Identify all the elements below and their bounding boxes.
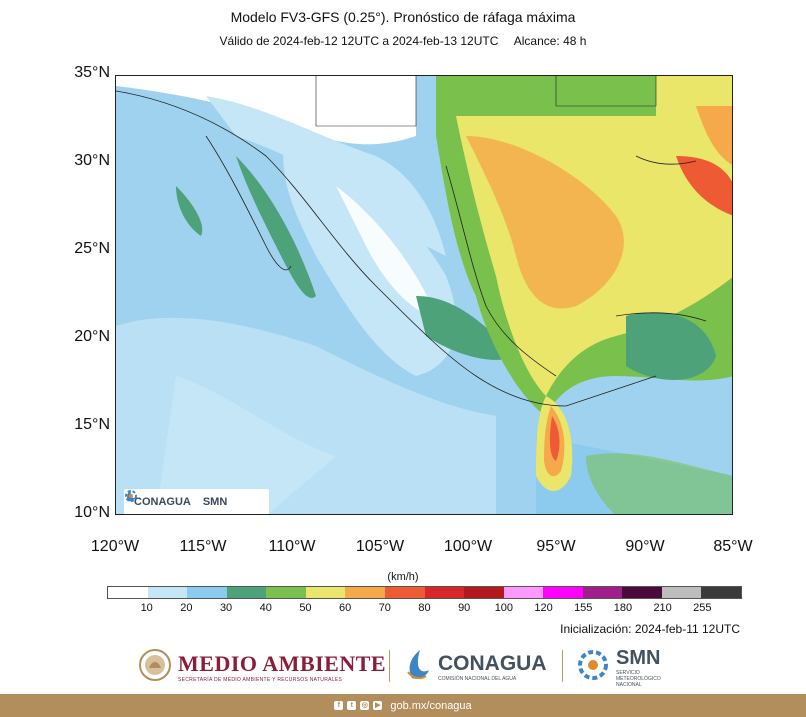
- conagua-title: CONAGUA: [438, 652, 547, 675]
- colorbar-tick-label: 60: [339, 602, 352, 614]
- colorbar-tick-label: 255: [693, 602, 712, 614]
- medio-ambiente-logo: MEDIO AMBIENTE SECRETARÍA DE MEDIO AMBIE…: [138, 644, 386, 690]
- colorbar-segment: [266, 587, 306, 598]
- lat-label: 35°N: [74, 64, 110, 81]
- smn-title: SMN: [616, 646, 661, 669]
- colorbar-tick-label: 120: [534, 602, 553, 614]
- colorbar-tick-label: 50: [299, 602, 312, 614]
- colorbar-segment: [424, 587, 465, 598]
- colorbar-tick-label: 155: [574, 602, 593, 614]
- footer-divider: [389, 650, 390, 682]
- colorbar-segment: [582, 587, 623, 598]
- smn-subtitle-1: SERVICIO: [616, 669, 640, 676]
- colorbar: [107, 586, 742, 599]
- colorbar-tick-label: 210: [653, 602, 672, 614]
- colorbar-tick-label: 90: [458, 602, 471, 614]
- colorbar-segment: [464, 587, 504, 598]
- footer-divider: [562, 650, 563, 682]
- lon-label: 90°W: [625, 538, 665, 555]
- colorbar-segment: [661, 587, 702, 598]
- lat-label: 15°N: [74, 416, 110, 433]
- smn-subtitle-2: METEOROLÓGICO: [616, 675, 661, 682]
- colorbar-tick-label: 10: [140, 602, 153, 614]
- lon-label: 95°W: [536, 538, 576, 555]
- lon-label: 85°W: [713, 538, 753, 555]
- map-subtitle: Válido de 2024-feb-12 12UTC a 2024-feb-1…: [0, 34, 806, 48]
- medio-ambiente-title: MEDIO AMBIENTE: [178, 651, 387, 676]
- initialization-text: Inicialización: 2024-feb-11 12UTC: [560, 622, 740, 636]
- colorbar-tick-label: 80: [418, 602, 431, 614]
- website-link[interactable]: gob.mx/conagua: [390, 699, 472, 712]
- conagua-logo: CONAGUA COMISIÓN NACIONAL DEL AGUA: [402, 644, 547, 690]
- colorbar-tick-label: 20: [180, 602, 193, 614]
- smn-logo: SMN SERVICIO METEOROLÓGICO NACIONAL: [576, 644, 661, 690]
- inset-conagua-text: CONAGUA: [134, 496, 191, 508]
- lon-label: 105°W: [355, 538, 405, 555]
- colorbar-segment: [622, 587, 662, 598]
- colorbar-tick-label: 40: [259, 602, 272, 614]
- colorbar-segment: [384, 587, 425, 598]
- colorbar-tick-label: 180: [613, 602, 633, 614]
- mexico-seal-icon: [138, 648, 172, 687]
- smn-gear-icon: [576, 648, 610, 687]
- colorbar-segment: [701, 587, 741, 598]
- instagram-icon[interactable]: ◎: [360, 701, 370, 710]
- footer-logos: MEDIO AMBIENTE SECRETARÍA DE MEDIO AMBIE…: [0, 644, 806, 690]
- map-field: [116, 76, 732, 514]
- colorbar-segment: [187, 587, 227, 598]
- colorbar-segment: [147, 587, 188, 598]
- lat-label: 30°N: [74, 152, 110, 169]
- colorbar-tick-label: 70: [378, 602, 391, 614]
- range-text: Alcance: 48 h: [513, 34, 587, 48]
- lon-label: 120°W: [90, 538, 140, 555]
- colorbar-segment: [226, 587, 267, 598]
- inset-logos: CONAGUA SMN: [124, 489, 269, 514]
- colorbar-segment: [503, 587, 544, 598]
- colorbar-segment: [543, 587, 583, 598]
- facebook-icon[interactable]: f: [334, 701, 344, 710]
- inset-smn-text: SMN: [202, 496, 228, 508]
- smn-subtitle-3: NACIONAL: [616, 681, 642, 688]
- colorbar-segment: [108, 587, 148, 598]
- lon-label: 115°W: [179, 538, 227, 555]
- colorbar-segment: [345, 587, 385, 598]
- lon-label: 110°W: [268, 538, 316, 555]
- colorbar-segment: [305, 587, 346, 598]
- conagua-drop-icon: [402, 648, 432, 687]
- medio-ambiente-subtitle: SECRETARÍA DE MEDIO AMBIENTE Y RECURSOS …: [178, 677, 343, 683]
- footer-bar: f t ◎ ▶ gob.mx/conagua: [0, 694, 806, 717]
- lat-label: 10°N: [74, 504, 110, 521]
- lat-label: 20°N: [74, 328, 110, 345]
- conagua-subtitle: COMISIÓN NACIONAL DEL AGUA: [438, 676, 517, 682]
- wind-gust-map: CONAGUA SMN: [115, 75, 733, 515]
- twitter-icon[interactable]: t: [347, 701, 357, 710]
- youtube-icon[interactable]: ▶: [373, 701, 383, 710]
- colorbar-unit: (km/h): [387, 571, 419, 583]
- map-title: Modelo FV3-GFS (0.25°). Pronóstico de rá…: [230, 9, 576, 25]
- colorbar-tick-label: 30: [219, 602, 233, 614]
- lat-label: 25°N: [74, 240, 110, 257]
- colorbar-tick-label: 100: [494, 602, 514, 614]
- lon-label: 100°W: [443, 538, 493, 555]
- validity-text: Válido de 2024-feb-12 12UTC a 2024-feb-1…: [219, 34, 499, 48]
